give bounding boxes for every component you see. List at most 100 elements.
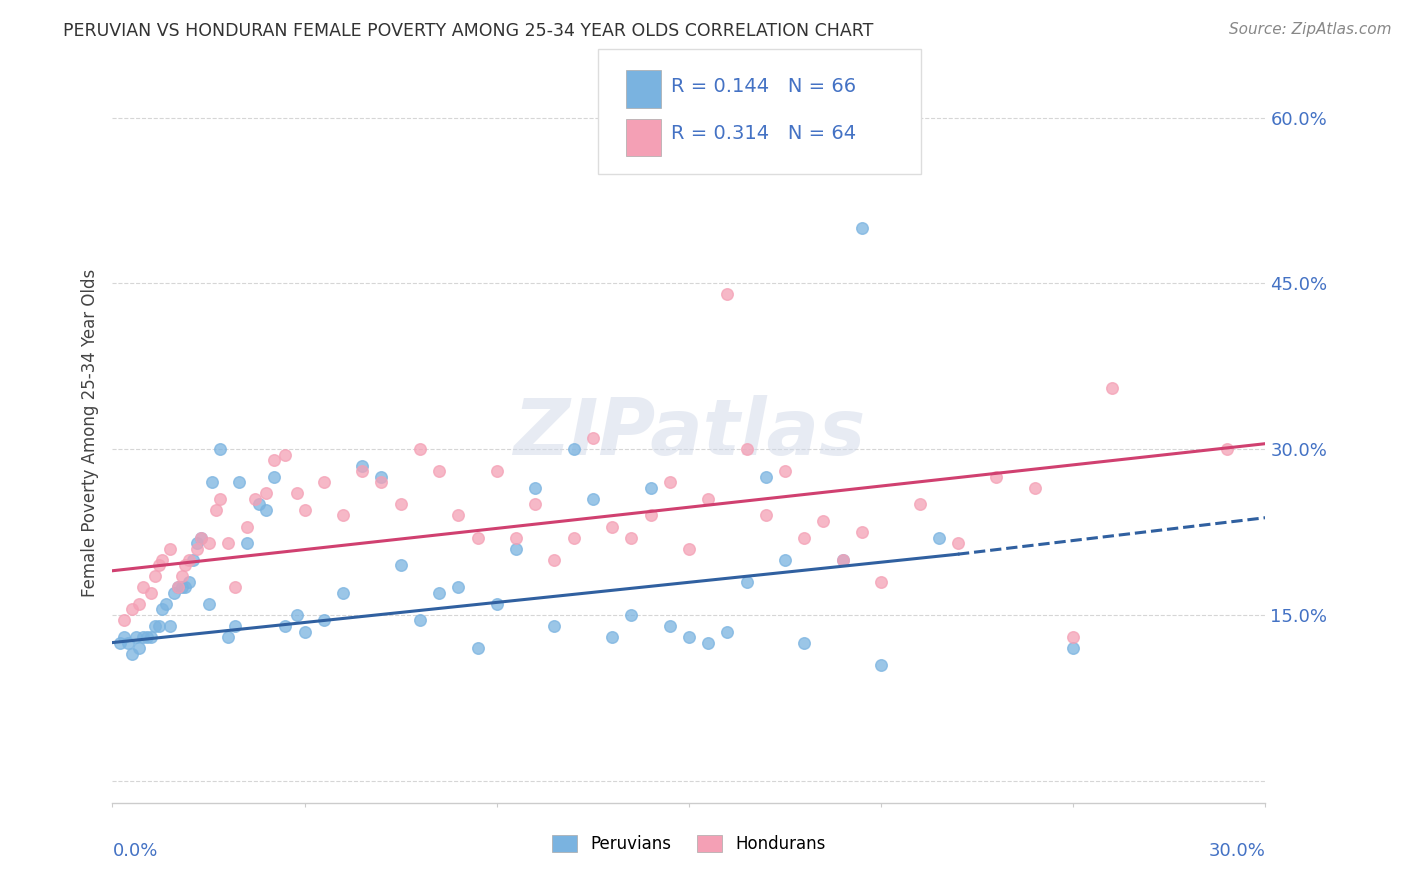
Point xyxy=(209,491,232,506)
Point xyxy=(163,586,186,600)
Text: 0.0%: 0.0% xyxy=(112,842,157,860)
Point xyxy=(159,619,181,633)
Point xyxy=(181,552,204,566)
Point xyxy=(236,519,259,533)
Point xyxy=(209,442,232,457)
Point xyxy=(166,580,188,594)
Point xyxy=(851,524,873,539)
Point xyxy=(1024,481,1046,495)
Point xyxy=(505,541,527,556)
Point xyxy=(409,614,432,628)
Point xyxy=(224,580,246,594)
Point xyxy=(332,586,354,600)
Point xyxy=(773,552,796,566)
Point xyxy=(678,541,700,556)
Point xyxy=(143,569,166,583)
Point xyxy=(132,630,155,644)
Point xyxy=(370,475,392,490)
Text: ZIPatlas: ZIPatlas xyxy=(513,394,865,471)
Point xyxy=(716,624,738,639)
Point xyxy=(186,541,208,556)
Point xyxy=(217,630,239,644)
Point xyxy=(112,614,135,628)
Point xyxy=(236,536,259,550)
Text: PERUVIAN VS HONDURAN FEMALE POVERTY AMONG 25-34 YEAR OLDS CORRELATION CHART: PERUVIAN VS HONDURAN FEMALE POVERTY AMON… xyxy=(63,22,873,40)
Point xyxy=(658,619,681,633)
Point xyxy=(543,552,565,566)
Point xyxy=(524,498,547,512)
Point xyxy=(312,614,335,628)
Point xyxy=(928,531,950,545)
Point xyxy=(201,475,224,490)
Point xyxy=(143,619,166,633)
Point xyxy=(247,498,270,512)
Y-axis label: Female Poverty Among 25-34 Year Olds: Female Poverty Among 25-34 Year Olds xyxy=(80,268,98,597)
Point xyxy=(427,464,450,478)
Point xyxy=(170,569,193,583)
Point xyxy=(243,491,266,506)
Point xyxy=(946,536,969,550)
Point xyxy=(148,558,170,573)
Point xyxy=(139,630,162,644)
Point xyxy=(986,470,1008,484)
Point xyxy=(389,498,412,512)
Point xyxy=(851,221,873,235)
Point xyxy=(128,597,150,611)
Point xyxy=(524,481,547,495)
Point xyxy=(128,641,150,656)
Point xyxy=(793,635,815,649)
Point xyxy=(332,508,354,523)
Point xyxy=(870,574,893,589)
Point xyxy=(190,531,212,545)
Text: R = 0.144   N = 66: R = 0.144 N = 66 xyxy=(671,77,856,96)
Point xyxy=(224,619,246,633)
Point xyxy=(294,624,316,639)
Point xyxy=(543,619,565,633)
Point xyxy=(793,531,815,545)
Point xyxy=(217,536,239,550)
Point xyxy=(870,657,893,672)
Text: 30.0%: 30.0% xyxy=(1209,842,1265,860)
Point xyxy=(108,635,131,649)
Point xyxy=(735,574,758,589)
Point xyxy=(179,552,201,566)
Point xyxy=(773,464,796,478)
Point xyxy=(678,630,700,644)
Text: Source: ZipAtlas.com: Source: ZipAtlas.com xyxy=(1229,22,1392,37)
Point xyxy=(908,498,931,512)
Point xyxy=(263,453,285,467)
Point xyxy=(174,580,197,594)
Point xyxy=(285,607,308,622)
Point xyxy=(254,486,277,500)
Point xyxy=(285,486,308,500)
Point xyxy=(155,597,177,611)
Point xyxy=(152,602,174,616)
Point xyxy=(294,503,316,517)
Point xyxy=(600,630,623,644)
Point xyxy=(505,531,527,545)
Point xyxy=(124,630,146,644)
Point xyxy=(640,508,662,523)
Point xyxy=(697,635,720,649)
Point xyxy=(716,287,738,301)
Point xyxy=(697,491,720,506)
Point xyxy=(755,470,778,484)
Point xyxy=(174,558,197,573)
Point xyxy=(562,442,585,457)
Point xyxy=(274,619,297,633)
Point xyxy=(190,531,212,545)
Point xyxy=(121,647,143,661)
Point xyxy=(620,531,643,545)
Point xyxy=(228,475,250,490)
Point xyxy=(205,503,228,517)
Point xyxy=(562,531,585,545)
Point xyxy=(389,558,412,573)
Point xyxy=(620,607,643,622)
Point xyxy=(254,503,277,517)
Point xyxy=(485,464,508,478)
Point xyxy=(600,519,623,533)
Point xyxy=(735,442,758,457)
Point xyxy=(813,514,835,528)
Point xyxy=(274,448,297,462)
Legend: Peruvians, Hondurans: Peruvians, Hondurans xyxy=(544,826,834,861)
